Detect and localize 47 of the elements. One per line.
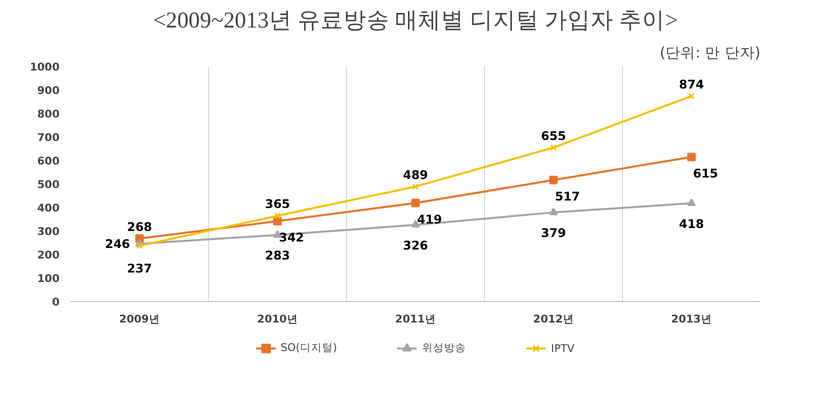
point (411, 198, 420, 208)
y-tick-label: 1000 (30, 60, 60, 74)
data-label: 326 (402, 238, 428, 252)
data-label: 615 (692, 166, 718, 180)
data-label: 517 (554, 190, 580, 204)
legend-label: SO(디지털) (280, 341, 338, 355)
y-tick-label: 900 (37, 84, 60, 97)
data-label: 365 (264, 197, 290, 212)
chart-title: <2009~2013년 유료방송 매체별 디지털 가입자 추이> (153, 8, 678, 32)
x-tick-label: 2011년 (395, 312, 436, 326)
y-tick-label: 0 (52, 296, 60, 308)
point (274, 212, 281, 219)
x-tick-label: 2013년 (671, 312, 712, 326)
point (273, 216, 282, 226)
data-label: 283 (264, 248, 290, 262)
y-tick-label: 600 (37, 154, 60, 168)
x-tick-label: 2009년 (119, 312, 160, 326)
x-tick-label: 2010년 (257, 312, 298, 326)
point (687, 152, 696, 162)
point (687, 198, 696, 206)
y-tick-label: 500 (37, 178, 60, 191)
legend-label: IPTV (551, 342, 574, 354)
y-tick-label: 100 (37, 272, 60, 285)
y-tick-label: 400 (37, 202, 60, 214)
text: (단위: 만 단자) (660, 44, 761, 62)
data-label: 246 (104, 237, 130, 252)
data-label: 418 (678, 216, 704, 231)
y-tick-label: 300 (37, 225, 60, 238)
point (549, 176, 558, 184)
data-label: 489 (402, 168, 428, 182)
data-label: 268 (126, 220, 152, 234)
legend-label: 위성방송 (422, 341, 466, 355)
point (412, 183, 419, 190)
y-tick-label: 800 (37, 108, 60, 120)
data-label: 342 (278, 230, 304, 245)
x-tick-label: 2012년 (533, 312, 574, 326)
point (688, 92, 695, 100)
y-tick-label: 700 (37, 131, 60, 144)
data-label: 237 (126, 261, 152, 276)
point (549, 208, 558, 216)
y-tick-label: 200 (37, 248, 60, 262)
data-label: 655 (540, 129, 566, 144)
data-label: 419 (416, 212, 442, 227)
point (136, 242, 143, 250)
point (550, 144, 557, 151)
data-label: 379 (540, 226, 566, 240)
data-label: 874 (678, 78, 704, 92)
